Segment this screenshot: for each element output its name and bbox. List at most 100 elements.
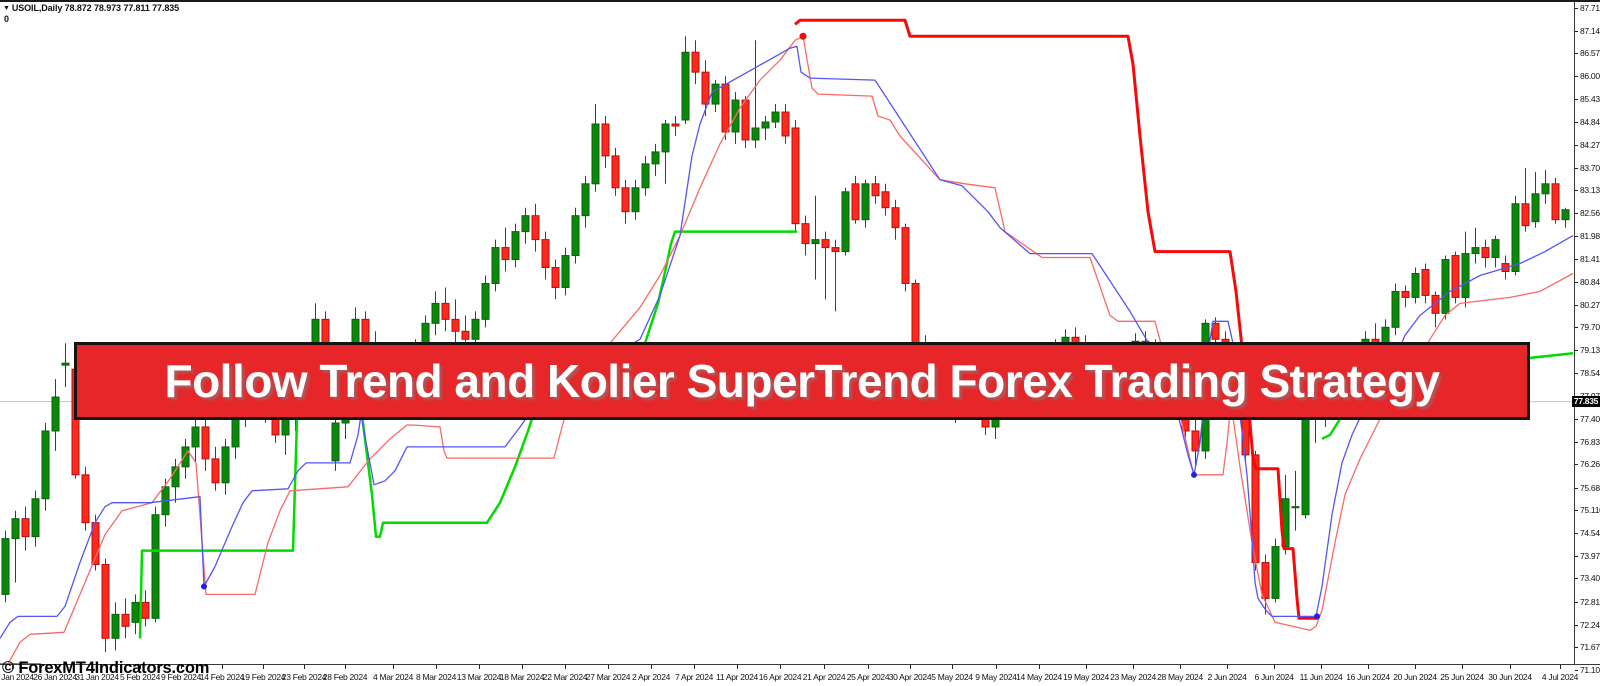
date-tick-label: 2 Apr 2024	[631, 672, 671, 682]
price-axis: 87.710 87.140 86.570 86.000 85.430 84.845 84.2…	[1574, 2, 1600, 675]
candle	[181, 438, 190, 479]
candle	[541, 231, 550, 280]
candle	[841, 187, 850, 256]
date-tick	[1321, 665, 1322, 669]
date-tick-label: 22 Mar 2024	[542, 672, 588, 682]
date-tick-label: 7 Apr 2024	[674, 672, 714, 682]
price-tick-label: 87.140	[1580, 25, 1600, 36]
price-tick	[1575, 259, 1578, 261]
date-tick-label: 21 Apr 2024	[802, 672, 846, 682]
date-tick	[952, 665, 953, 669]
price-tick	[1575, 487, 1578, 489]
candle	[651, 143, 660, 176]
candle	[121, 598, 130, 639]
price-tick	[1575, 98, 1578, 100]
date-tick-label: 14 Feb 2024	[199, 672, 245, 682]
price-tick	[1575, 533, 1578, 535]
price-tick	[1575, 418, 1578, 420]
candle	[101, 558, 110, 653]
candle	[601, 116, 610, 168]
price-tick	[1575, 53, 1578, 55]
candle	[31, 490, 40, 547]
candle	[1301, 415, 1310, 519]
candle	[1551, 177, 1560, 224]
date-tick	[479, 665, 480, 669]
price-tick-label: 72.815	[1580, 596, 1600, 607]
price-tick	[1575, 76, 1578, 78]
candle	[571, 207, 580, 264]
candle	[441, 287, 450, 332]
date-tick	[393, 665, 394, 669]
candlestick-chart[interactable]	[0, 2, 1574, 664]
price-tick-label: 86.570	[1580, 48, 1600, 59]
price-tick-label: 72.245	[1580, 619, 1600, 630]
trend-flip-dot-red	[799, 32, 807, 40]
price-tick	[1575, 464, 1578, 466]
date-tick	[222, 665, 223, 669]
price-tick-label: 82.565	[1580, 208, 1600, 219]
price-tick-label: 77.975	[1580, 391, 1600, 401]
date-tick	[608, 665, 609, 669]
candle	[591, 104, 600, 192]
candle	[511, 223, 520, 268]
price-tick-label: 80.840	[1580, 276, 1600, 287]
date-tick	[1180, 665, 1181, 669]
candle	[1401, 285, 1410, 308]
candle	[1561, 207, 1570, 228]
date-tick	[824, 665, 825, 669]
candle	[111, 602, 120, 651]
supertrend-salmon-line	[7, 35, 1574, 664]
price-tick-label: 75.110	[1580, 505, 1600, 516]
candle	[641, 155, 650, 196]
price-tick	[1575, 510, 1578, 512]
candle	[691, 40, 700, 85]
candle	[611, 147, 620, 196]
date-tick	[1415, 665, 1416, 669]
candle	[331, 415, 340, 471]
price-tick-label: 80.270	[1580, 299, 1600, 310]
candle	[531, 203, 540, 252]
candle	[1511, 195, 1520, 276]
date-tick	[651, 665, 652, 669]
date-tick-label: 23 May 2024	[1110, 672, 1156, 682]
price-tick	[1575, 578, 1578, 580]
price-tick	[1575, 669, 1578, 671]
price-tick-label: 78.545	[1580, 368, 1600, 379]
price-tick	[1575, 327, 1578, 329]
price-tick-label: 81.410	[1580, 254, 1600, 265]
price-tick-label: 76.265	[1580, 459, 1600, 470]
price-tick	[1575, 350, 1578, 352]
date-tick-label: 8 Mar 2024	[416, 672, 456, 682]
date-tick-label: 4 Jul 2024	[1541, 672, 1579, 682]
candle	[561, 247, 570, 296]
date-tick	[140, 665, 141, 669]
price-tick	[1575, 7, 1578, 9]
candle	[1391, 283, 1400, 336]
price-tick-label: 76.835	[1580, 436, 1600, 447]
date-tick	[304, 665, 305, 669]
date-tick-label: 20 Jun 2024	[1393, 672, 1437, 682]
candle	[1541, 169, 1550, 204]
candle	[761, 116, 770, 140]
candle	[731, 92, 740, 144]
price-tick-label: 85.430	[1580, 93, 1600, 104]
candle	[1461, 231, 1470, 308]
date-tick-label: 22 Jan 2024	[0, 672, 34, 682]
symbol-dropdown-icon[interactable]: ▼	[3, 5, 10, 12]
date-tick-label: 28 May 2024	[1157, 672, 1203, 682]
date-tick	[12, 665, 13, 669]
candle	[771, 104, 780, 128]
date-tick-label: 6 Jun 2024	[1254, 672, 1294, 682]
date-tick-label: 18 Mar 2024	[499, 672, 545, 682]
price-tick-label: 73.400	[1580, 573, 1600, 584]
kolier-supertrend-blue-line	[0, 45, 1574, 639]
candle	[151, 506, 160, 623]
date-tick-label: 4 Mar 2024	[373, 672, 413, 682]
candle	[1191, 419, 1200, 467]
candle	[661, 120, 670, 184]
date-tick-label: 9 May 2024	[975, 672, 1017, 682]
date-tick-label: 19 May 2024	[1063, 672, 1109, 682]
price-tick-label: 83.135	[1580, 185, 1600, 196]
date-tick	[1039, 665, 1040, 669]
